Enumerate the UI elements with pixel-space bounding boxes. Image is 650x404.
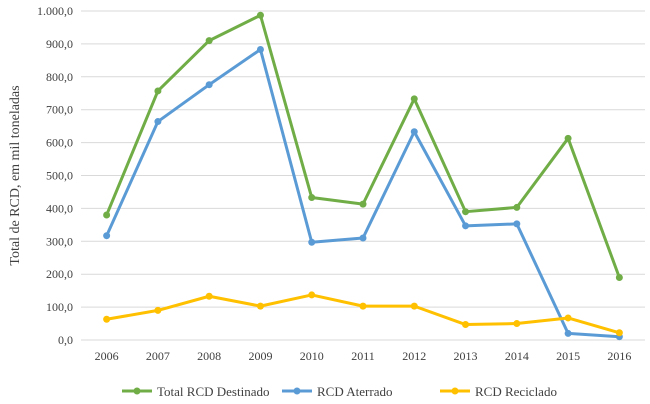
x-tick-labels: 2006 2007 2008 2009 2010 2011 2012 2013 2014 2015… [95,349,632,363]
data-point [410,95,418,103]
legend-swatch-marker [293,387,301,395]
x-tick-label: 2011 [351,349,375,363]
y-tick-label: 400,0 [46,201,73,215]
y-axis-title: Total de RCD, em mil toneladas [8,85,23,265]
data-point [359,302,367,310]
data-point [308,291,316,299]
data-point [359,200,367,208]
gridlines [81,10,645,341]
data-point [205,37,213,45]
x-tick-label: 2008 [197,349,221,363]
x-tick-label: 2014 [505,349,529,363]
legend-entry: Total RCD Destinado [122,384,269,399]
data-point [154,306,162,314]
y-tick-label: 300,0 [46,234,73,248]
data-point [462,222,470,230]
data-point [564,329,572,337]
x-tick-label: 2012 [402,349,426,363]
series-rcd-reciclado [103,291,623,337]
data-point [513,203,521,211]
x-tick-label: 2016 [607,349,631,363]
series-line [106,293,620,335]
x-tick-label: 2010 [300,349,324,363]
data-point [256,11,264,19]
x-tick-label: 2006 [95,349,119,363]
series-lines [103,11,623,341]
data-point [564,134,572,142]
data-point [103,315,111,323]
data-point [462,208,470,216]
series-total-rcd-destinado [103,11,623,281]
legend-swatch-marker [451,387,459,395]
data-point [615,329,623,337]
legend-label: RCD Reciclado [475,384,557,399]
legend-label: Total RCD Destinado [157,384,269,399]
data-point [205,292,213,300]
y-tick-label: 800,0 [46,70,73,84]
data-point [256,302,264,310]
data-point [564,314,572,322]
y-tick-label: 100,0 [46,300,73,314]
y-tick-label: 500,0 [46,169,73,183]
data-point [359,234,367,242]
legend: Total RCD Destinado RCD Aterrado RCD Recic… [122,384,557,399]
series-rcd-aterrado [103,45,623,341]
data-point [615,273,623,281]
y-tick-labels: 0,0 100,0 200,0 300,0 400,0 500,0 600,0 700,0 80… [37,4,73,347]
data-point [410,128,418,136]
y-tick-label: 1.000,0 [37,4,73,18]
legend-label: RCD Aterrado [317,384,392,399]
y-tick-label: 900,0 [46,37,73,51]
y-tick-label: 200,0 [46,267,73,281]
series-line [105,47,620,339]
x-tick-label: 2015 [556,349,580,363]
data-point [256,45,264,53]
data-point [205,81,213,89]
legend-entry: RCD Reciclado [440,384,557,399]
data-point [410,302,418,310]
x-tick-label: 2009 [248,349,272,363]
y-tick-label: 0,0 [58,333,73,347]
data-point [103,211,111,219]
data-point [103,232,111,240]
x-tick-label: 2013 [454,349,478,363]
legend-swatch-marker [133,387,141,395]
y-tick-label: 600,0 [46,136,73,150]
y-tick-label: 700,0 [46,103,73,117]
x-tick-label: 2007 [146,349,170,363]
data-point [462,321,470,329]
data-point [154,118,162,126]
data-point [154,87,162,95]
data-point [308,238,316,246]
data-point [513,320,521,328]
data-point [308,194,316,202]
legend-entry: RCD Aterrado [282,384,392,399]
data-point [513,220,521,228]
